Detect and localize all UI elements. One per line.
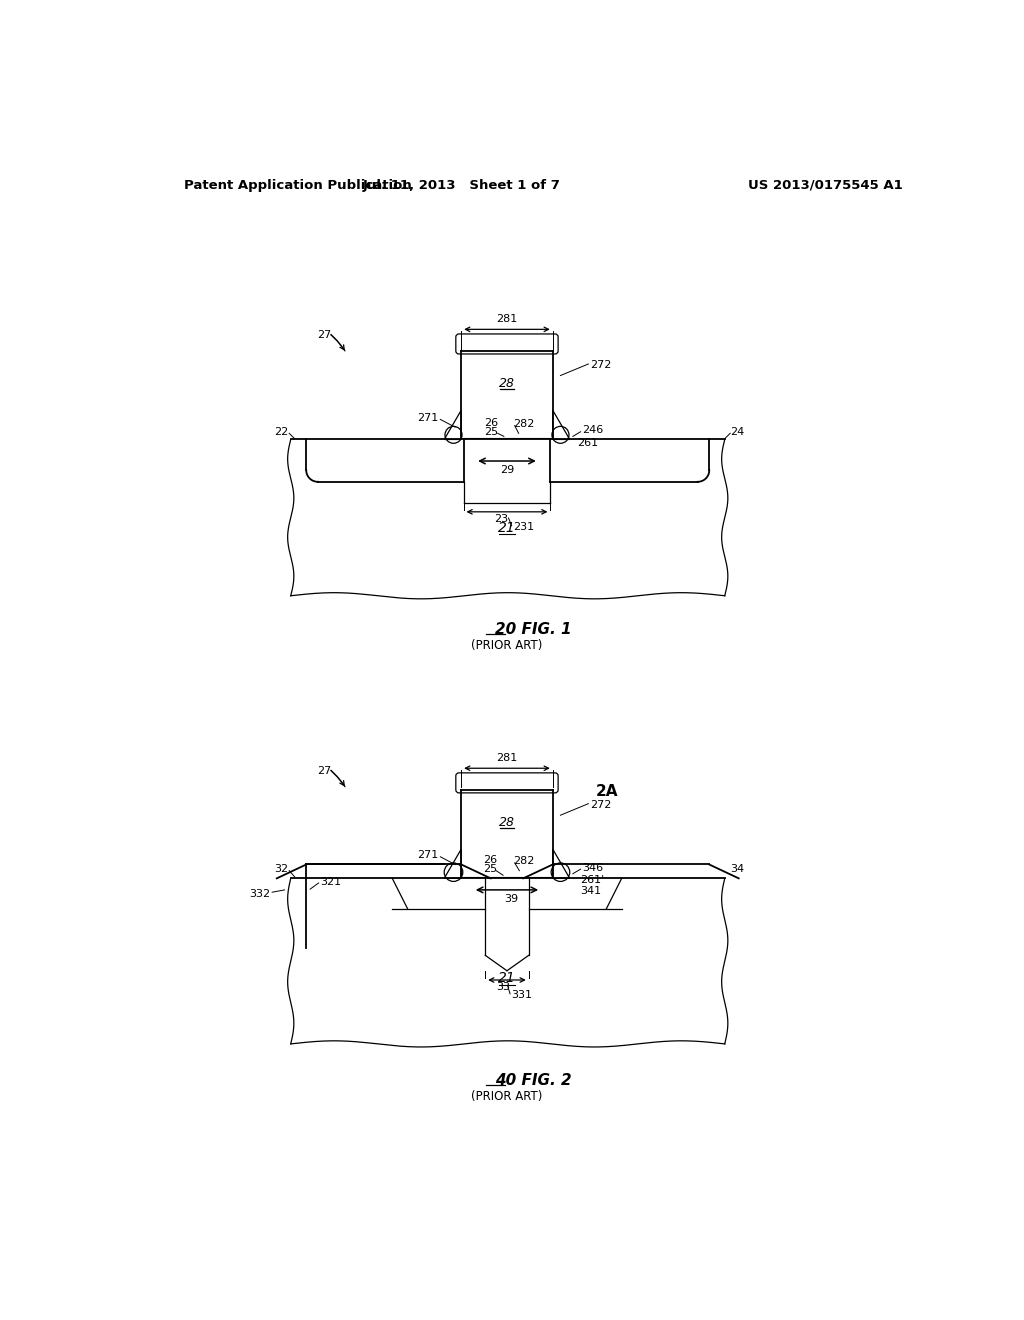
Text: 26: 26 <box>483 855 497 865</box>
Text: 21: 21 <box>498 521 516 535</box>
Text: 28: 28 <box>499 816 515 829</box>
Text: 272: 272 <box>590 360 611 370</box>
Text: 28: 28 <box>499 376 515 389</box>
Text: 271: 271 <box>417 850 438 861</box>
Text: 246: 246 <box>583 425 603 436</box>
Text: 281: 281 <box>497 314 517 323</box>
Text: 341: 341 <box>580 886 601 896</box>
Text: 321: 321 <box>321 878 341 887</box>
Text: 25: 25 <box>484 426 499 437</box>
Text: 23: 23 <box>494 513 508 524</box>
Text: 261': 261' <box>580 875 604 884</box>
Text: 20 FIG. 1: 20 FIG. 1 <box>496 622 572 638</box>
Text: 29: 29 <box>500 465 514 475</box>
Text: 281: 281 <box>497 752 517 763</box>
Text: 40 FIG. 2: 40 FIG. 2 <box>496 1073 572 1088</box>
Text: 271: 271 <box>417 413 438 422</box>
Text: Patent Application Publication: Patent Application Publication <box>183 178 412 191</box>
Text: 21: 21 <box>498 972 516 986</box>
Text: 24: 24 <box>730 426 744 437</box>
Text: US 2013/0175545 A1: US 2013/0175545 A1 <box>749 178 903 191</box>
Text: 32: 32 <box>274 865 289 874</box>
Text: 261: 261 <box>578 437 599 447</box>
Text: 331: 331 <box>512 990 532 1001</box>
Text: 346: 346 <box>583 862 603 873</box>
Text: 231: 231 <box>513 523 535 532</box>
Text: Jul. 11, 2013   Sheet 1 of 7: Jul. 11, 2013 Sheet 1 of 7 <box>362 178 560 191</box>
Text: 22: 22 <box>274 426 289 437</box>
Text: 27: 27 <box>317 766 332 776</box>
Text: 34: 34 <box>730 865 744 874</box>
Text: 26: 26 <box>484 417 499 428</box>
Text: 39: 39 <box>504 894 518 904</box>
Text: (PRIOR ART): (PRIOR ART) <box>471 1090 543 1102</box>
Text: 27: 27 <box>317 330 332 341</box>
Text: 272: 272 <box>590 800 611 810</box>
Text: 282: 282 <box>513 857 535 866</box>
Text: (PRIOR ART): (PRIOR ART) <box>471 639 543 652</box>
Text: 33: 33 <box>496 982 510 991</box>
Text: 282: 282 <box>513 418 535 429</box>
Text: 2A: 2A <box>595 784 617 799</box>
Text: 25: 25 <box>483 865 497 874</box>
Text: 332: 332 <box>250 888 270 899</box>
